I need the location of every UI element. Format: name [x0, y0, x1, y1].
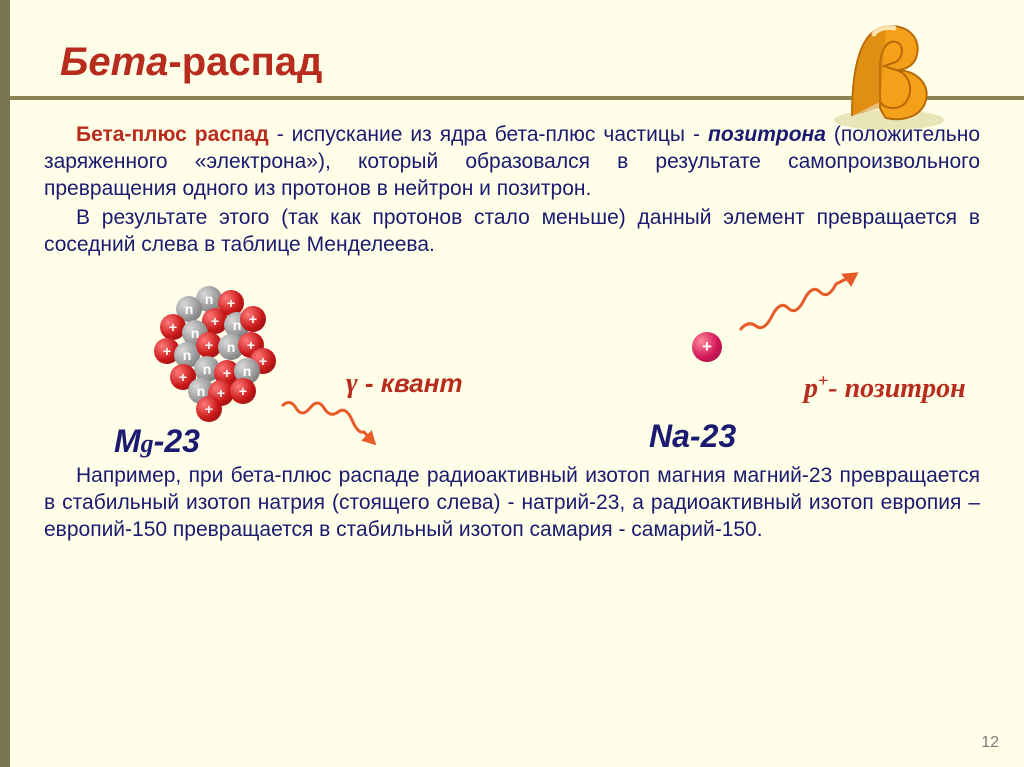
mg-num: -23: [154, 423, 200, 459]
title-area: Бета-распад: [0, 0, 1024, 100]
proton-icon: +: [196, 396, 222, 422]
title-italic: Бета: [60, 40, 168, 84]
positron-plus: +: [702, 337, 712, 357]
positron-txt: - позитрон: [828, 373, 965, 404]
nucleus-icon: n+n++n+n+n+n++n++nn+++: [146, 280, 276, 410]
paragraph-2: В результате этого (так как протонов ста…: [44, 205, 980, 259]
proton-icon: +: [230, 378, 256, 404]
positron-label: p+- позитрон: [804, 373, 966, 405]
proton-icon: +: [240, 306, 266, 332]
gamma-label: γ - квант: [346, 368, 463, 400]
positron-wave-icon: [734, 270, 874, 340]
positron-icon: +: [692, 332, 722, 362]
positron-p: p: [804, 373, 818, 404]
gamma-text: - квант: [358, 368, 463, 398]
term-positron: позитрона: [708, 123, 826, 146]
edge-line: [0, 0, 10, 767]
decay-diagram: n+n++n+n+n+n++n++nn+++ Mg-23 γ - квант +…: [44, 268, 980, 463]
positron-sup: +: [818, 371, 828, 391]
mg-g: g: [141, 429, 154, 458]
mg-M: M: [114, 423, 141, 459]
paragraph-3: Например, при бета-плюс распаде радиоакт…: [0, 463, 1024, 544]
title-rest: -распад: [168, 40, 322, 84]
content: Бета-плюс распад - испускание из ядра бе…: [0, 100, 1024, 463]
page-number: 12: [981, 734, 999, 752]
gamma-wave-icon: [274, 398, 384, 453]
para1-t1: - испускание из ядра бета-плюс частицы -: [269, 123, 708, 146]
mg-label: Mg-23: [114, 423, 200, 460]
beta-icon: [814, 8, 964, 138]
gamma-symbol: γ: [346, 368, 358, 399]
term-beta-plus: Бета-плюс распад: [76, 123, 269, 146]
na-label: Na-23: [649, 418, 736, 455]
